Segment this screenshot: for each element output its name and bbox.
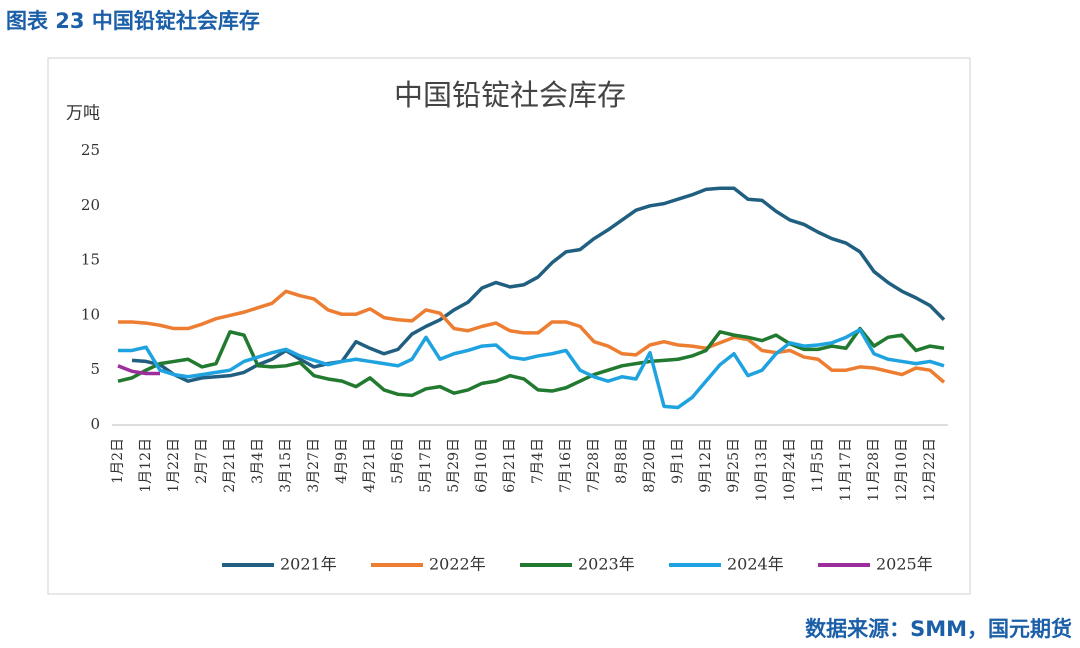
y-tick-label: 25 xyxy=(81,141,100,159)
x-tick-label: 12月22日 xyxy=(922,438,938,502)
x-tick-label: 3月4日 xyxy=(250,438,266,484)
x-tick-label: 5月6日 xyxy=(390,438,406,484)
y-tick-label: 5 xyxy=(90,360,100,378)
series-line xyxy=(117,364,160,376)
x-tick-label: 11月17日 xyxy=(838,438,854,502)
x-tick-label: 1月2日 xyxy=(110,438,126,484)
y-axis-label: 万吨 xyxy=(66,104,100,124)
frame xyxy=(47,57,971,595)
y-tick-label: 0 xyxy=(90,415,100,433)
x-tick-label: 1月12日 xyxy=(138,438,154,493)
x-tick-label: 2月7日 xyxy=(194,438,210,484)
legend-label: 2023年 xyxy=(578,555,635,574)
x-tick-label: 8月20日 xyxy=(642,438,658,493)
x-tick-label: 6月21日 xyxy=(502,438,518,493)
x-tick-label: 3月27日 xyxy=(306,438,322,493)
y-tick-label: 15 xyxy=(81,251,100,269)
legend-label: 2022年 xyxy=(429,555,486,574)
x-tick-label: 5月29日 xyxy=(446,438,462,493)
series-line xyxy=(131,186,946,383)
x-tick-label: 12月10日 xyxy=(894,438,910,502)
x-tick-label: 6月10日 xyxy=(474,438,490,493)
x-tick-label: 7月16日 xyxy=(558,438,574,493)
legend-label: 2021年 xyxy=(280,555,337,574)
x-tick-label: 7月28日 xyxy=(586,438,602,493)
x-tick-label: 3月15日 xyxy=(278,438,294,493)
x-tick-label: 11月28日 xyxy=(866,438,882,502)
x-tick-label: 4月9日 xyxy=(334,438,350,484)
series-line xyxy=(118,289,946,384)
x-tick-label: 5月17日 xyxy=(418,438,434,493)
x-tick-label: 9月1日 xyxy=(670,438,686,484)
x-tick-label: 9月12日 xyxy=(698,438,714,493)
y-tick-label: 20 xyxy=(81,196,100,214)
x-tick-label: 10月13日 xyxy=(754,438,770,502)
x-tick-label: 7月4日 xyxy=(530,438,546,484)
y-tick-label: 10 xyxy=(81,305,100,323)
x-tick-label: 8月8日 xyxy=(614,438,630,484)
legend-label: 2024年 xyxy=(727,555,784,574)
x-tick-label: 11月5日 xyxy=(810,438,826,493)
header: 图表 23 中国铅锭社会库存 xyxy=(6,9,260,33)
legend-label: 2025年 xyxy=(876,555,933,574)
x-tick-label: 10月24日 xyxy=(782,438,798,502)
source: 数据来源：SMM，国元期货 xyxy=(805,617,1072,641)
x-tick-label: 4月21日 xyxy=(362,438,378,493)
x-tick-label: 1月22日 xyxy=(166,438,182,493)
chart-title: 中国铅锭社会库存 xyxy=(394,78,626,112)
series-line xyxy=(117,326,945,398)
x-tick-label: 2月21日 xyxy=(222,438,238,493)
x-tick-label: 9月25日 xyxy=(726,438,742,493)
series-line xyxy=(118,327,945,410)
